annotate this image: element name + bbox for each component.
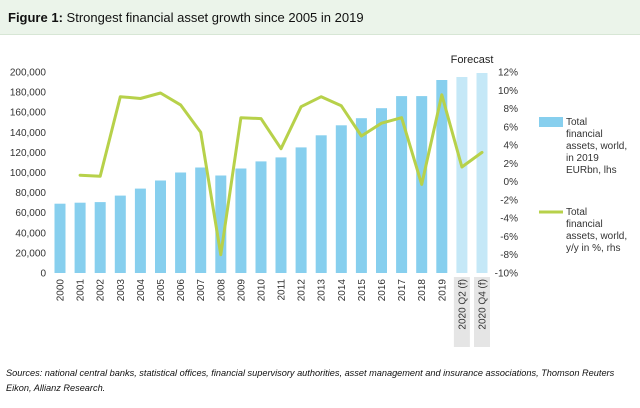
bar-2005 (155, 180, 166, 273)
bar-2019 (436, 80, 448, 273)
legend-label-bar: EURbn, lhs (566, 165, 617, 176)
bar-2007 (195, 167, 207, 273)
legend-label-bar: assets, world, (566, 141, 627, 152)
x-tick-label: 2019 (437, 279, 448, 302)
bar-2003 (114, 195, 126, 273)
forecast-label-bg (474, 277, 490, 347)
x-axis-labels: 2000 2001 2002 2003 2004 2005 2006 2007 2008 2009… (56, 277, 490, 347)
right-tick-label: 0% (504, 177, 519, 188)
legend-label-bar: financial (566, 129, 603, 140)
line-series (78, 91, 484, 257)
left-tick-label: 80,000 (15, 188, 46, 199)
legend-label-line: Total (566, 207, 587, 218)
left-tick-label: 120,000 (10, 148, 47, 159)
x-tick-label: 2010 (257, 279, 268, 302)
x-tick-label: 2008 (216, 279, 227, 302)
left-tick-label: 180,000 (10, 88, 47, 99)
x-tick-label: 2001 (76, 279, 87, 302)
left-tick-label: 20,000 (15, 248, 46, 259)
bar-2002 (94, 202, 106, 273)
x-tick-label: 2007 (196, 279, 207, 302)
right-tick-label: -2% (500, 195, 518, 206)
right-tick-label: 12% (498, 68, 518, 79)
x-tick-label: 2002 (96, 279, 107, 302)
bar-2020-q4-f- (476, 73, 488, 273)
figure-title-bar: Figure 1: Strongest financial asset grow… (0, 0, 640, 35)
legend-label-line: assets, world, (566, 231, 627, 242)
bar-2012 (295, 147, 307, 273)
bar-2011 (275, 157, 287, 273)
right-tick-label: 10% (498, 86, 518, 97)
x-tick-label: 2009 (236, 279, 247, 302)
figure-label: Figure 1: (8, 10, 63, 25)
left-tick-label: 140,000 (10, 128, 47, 139)
right-tick-label: -8% (500, 250, 518, 261)
x-tick-label: 2013 (317, 279, 328, 302)
legend-label-line: financial (566, 219, 603, 230)
forecast-annotation: Forecast (451, 54, 494, 66)
bar-2015 (355, 118, 367, 273)
x-tick-label: 2006 (176, 279, 187, 302)
right-tick-label: 6% (504, 122, 519, 133)
left-axis-ticks: 0 20,000 40,000 60,000 80,000 100,000 120,000 1… (10, 68, 47, 280)
bar-2020-q2-f- (456, 77, 468, 273)
left-tick-label: 160,000 (10, 108, 47, 119)
figure-title-text: Strongest financial asset growth since 2… (66, 10, 364, 25)
left-tick-label: 0 (40, 269, 46, 280)
left-tick-label: 100,000 (10, 168, 47, 179)
x-tick-label: 2003 (116, 279, 127, 302)
x-tick-label: 2012 (297, 279, 308, 302)
legend-label-line: y/y in %, rhs (566, 243, 620, 254)
bar-2010 (255, 161, 267, 273)
bar-2000 (54, 203, 66, 273)
x-tick-label: 2020 Q4 (f) (478, 279, 489, 330)
bar-2013 (315, 135, 327, 273)
bar-2009 (235, 168, 247, 273)
legend-swatch-bar (539, 117, 563, 127)
figure-title: Figure 1: Strongest financial asset grow… (8, 10, 364, 25)
right-tick-label: 8% (504, 104, 519, 115)
right-tick-label: 2% (504, 159, 519, 170)
source-note: Sources: national central banks, statist… (6, 368, 615, 393)
bar-2016 (376, 108, 387, 273)
forecast-label-bg (453, 277, 470, 347)
left-tick-label: 200,000 (10, 68, 47, 79)
x-tick-label: 2017 (397, 279, 408, 302)
bar-2014 (335, 125, 347, 273)
right-axis-ticks: -10% -8% -6% -4% -2% 0% 2% 4% 6% 8% 10% 12% (495, 68, 518, 280)
x-tick-label: 2016 (377, 279, 388, 302)
bar-2017 (396, 96, 408, 273)
left-tick-label: 60,000 (15, 208, 46, 219)
x-tick-label: 2015 (357, 279, 368, 302)
right-tick-label: 4% (504, 141, 519, 152)
left-tick-label: 40,000 (15, 228, 46, 239)
right-tick-label: -6% (500, 232, 518, 243)
legend-label-bar: Total (566, 117, 587, 128)
bar-2004 (134, 188, 146, 273)
x-tick-label: 2020 Q2 (f) (457, 279, 468, 330)
yoy-growth-line (78, 91, 484, 257)
legend-label-bar: in 2019 (566, 153, 599, 164)
bar-2001 (74, 202, 86, 273)
right-tick-label: -10% (495, 269, 518, 280)
x-tick-label: 2000 (56, 279, 67, 302)
x-tick-label: 2004 (136, 279, 147, 302)
right-tick-label: -4% (500, 214, 518, 225)
x-tick-label: 2005 (156, 279, 167, 302)
x-tick-label: 2018 (417, 279, 428, 302)
x-tick-label: 2011 (277, 279, 288, 301)
bar-2008 (215, 175, 227, 273)
bar-2006 (175, 172, 187, 273)
x-tick-label: 2014 (337, 279, 348, 302)
